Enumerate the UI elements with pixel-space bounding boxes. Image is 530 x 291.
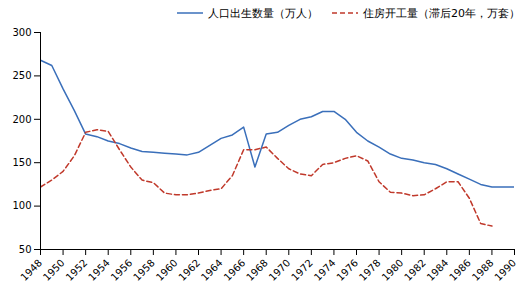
svg-text:200: 200 — [12, 114, 31, 125]
html-text:住房开工量（滞后20年，万套）: 住房开工量（滞后20年，万套） — [363, 6, 520, 20]
svg-text:1964: 1964 — [199, 257, 225, 283]
svg-text:1966: 1966 — [222, 257, 248, 283]
svg-text:250: 250 — [12, 70, 31, 81]
svg-text:1984: 1984 — [425, 257, 451, 283]
svg-text:1960: 1960 — [154, 257, 180, 283]
svg-text:1962: 1962 — [176, 257, 202, 283]
svg-text:1976: 1976 — [334, 257, 360, 283]
svg-text:1956: 1956 — [109, 257, 135, 283]
html-text:人口出生数量（万人）: 人口出生数量（万人） — [208, 6, 318, 20]
svg-text:1954: 1954 — [86, 257, 112, 283]
svg-text:50: 50 — [19, 244, 32, 255]
svg-text:300: 300 — [12, 27, 31, 38]
svg-text:1950: 1950 — [41, 257, 67, 283]
svg-text:1978: 1978 — [357, 257, 383, 283]
svg-text:1974: 1974 — [312, 257, 338, 283]
svg-text:1988: 1988 — [470, 257, 496, 283]
svg-text:1982: 1982 — [402, 257, 428, 283]
svg-text:1990: 1990 — [492, 257, 518, 283]
svg-text:1952: 1952 — [64, 257, 90, 283]
svg-text:1958: 1958 — [131, 257, 157, 283]
svg-text:1980: 1980 — [380, 257, 406, 283]
svg-text:100: 100 — [12, 200, 31, 211]
svg-text:1968: 1968 — [244, 257, 270, 283]
svg-text:1948: 1948 — [18, 257, 44, 283]
svg-text:1972: 1972 — [289, 257, 315, 283]
svg-text:1986: 1986 — [447, 257, 473, 283]
svg-text:150: 150 — [12, 157, 31, 168]
svg-text:1970: 1970 — [267, 257, 293, 283]
